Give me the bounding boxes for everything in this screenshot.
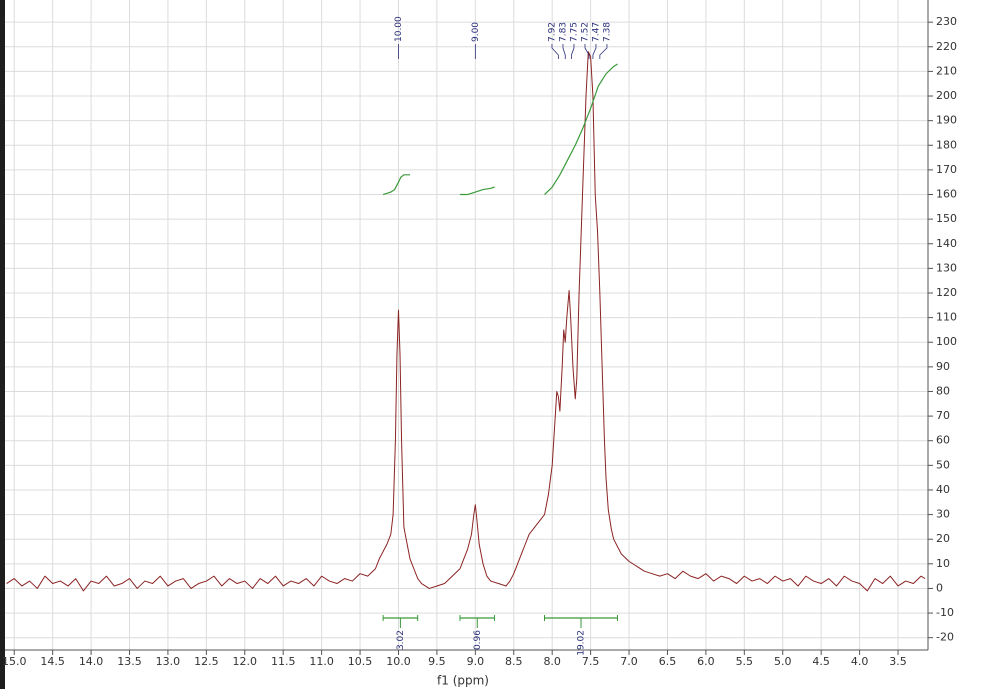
- y-tick-label: 30: [936, 508, 950, 521]
- x-tick-label: 8.5: [505, 655, 523, 668]
- y-tick-label: 200: [936, 89, 957, 102]
- x-tick-label: 14.5: [40, 655, 65, 668]
- y-tick-label: 20: [936, 532, 950, 545]
- integral-curve: [382, 174, 411, 196]
- y-tick-label: 150: [936, 212, 957, 225]
- x-tick-label: 12.0: [233, 655, 258, 668]
- x-tick-label: 9.5: [428, 655, 446, 668]
- y-tick-label: -10: [936, 606, 954, 619]
- y-tick-label: 220: [936, 40, 957, 53]
- x-tick-label: 5.0: [774, 655, 792, 668]
- y-tick-label: 130: [936, 261, 957, 274]
- y-tick-label: 10: [936, 557, 950, 570]
- peak-label: 7.75: [569, 22, 579, 42]
- peak-label: 10.00: [394, 16, 404, 42]
- y-tick-label: 60: [936, 434, 950, 447]
- y-tick-label: 40: [936, 483, 950, 496]
- x-tick-label: 10.5: [348, 655, 373, 668]
- x-tick-label: 4.0: [851, 655, 869, 668]
- peak-leader: [551, 44, 559, 59]
- y-tick-label: 100: [936, 335, 957, 348]
- x-tick-label: 7.5: [582, 655, 600, 668]
- x-tick-label: 10.0: [386, 655, 411, 668]
- integral-curve: [459, 186, 495, 196]
- x-tick-label: 13.5: [117, 655, 142, 668]
- integral-curve: [544, 63, 618, 195]
- y-tick-label: 180: [936, 138, 957, 151]
- peak-label: 9.00: [471, 22, 481, 42]
- peak-label: 7.83: [558, 22, 568, 42]
- spectrum-line: [6, 51, 926, 592]
- x-tick-label: 4.5: [812, 655, 830, 668]
- x-tick-label: 7.0: [620, 655, 638, 668]
- peak-leader: [599, 44, 608, 59]
- y-tick-label: 170: [936, 163, 957, 176]
- y-tick-label: -20: [936, 631, 954, 644]
- x-axis-label: f1 (ppm): [437, 674, 489, 688]
- y-tick-label: 120: [936, 286, 957, 299]
- left-edge: [0, 0, 5, 689]
- y-tick-label: 70: [936, 409, 950, 422]
- peak-leader: [592, 44, 597, 59]
- peak-label: 7.38: [602, 22, 612, 42]
- x-tick-label: 11.5: [271, 655, 296, 668]
- y-tick-label: 140: [936, 237, 957, 250]
- y-tick-label: 50: [936, 458, 950, 471]
- peak-leader: [571, 44, 575, 59]
- x-tick-label: 5.5: [736, 655, 754, 668]
- x-tick-label: 9.0: [467, 655, 485, 668]
- y-tick-label: 190: [936, 114, 957, 127]
- integral-label: 3.02: [396, 630, 406, 650]
- y-tick-label: 80: [936, 384, 950, 397]
- y-tick-label: 0: [936, 581, 943, 594]
- grid: [5, 0, 928, 650]
- x-tick-label: 14.0: [79, 655, 104, 668]
- x-tick-label: 8.0: [543, 655, 561, 668]
- x-tick-label: 12.5: [194, 655, 219, 668]
- y-tick-label: 210: [936, 64, 957, 77]
- y-tick-label: 110: [936, 311, 957, 324]
- peak-label: 7.92: [547, 22, 557, 42]
- integral-label: 19.02: [577, 630, 587, 656]
- x-tick-label: 13.0: [156, 655, 181, 668]
- y-tick-label: 230: [936, 15, 957, 28]
- x-tick-label: 6.5: [659, 655, 677, 668]
- peak-label: 7.52: [580, 22, 590, 42]
- peak-leader: [562, 44, 566, 59]
- x-tick-label: 6.0: [697, 655, 715, 668]
- x-tick-label: 3.5: [889, 655, 907, 668]
- x-tick-label: 15.0: [2, 655, 27, 668]
- integral-label: 0.96: [473, 630, 483, 650]
- x-tick-label: 11.0: [309, 655, 334, 668]
- y-tick-label: 160: [936, 188, 957, 201]
- peak-label: 7.47: [591, 22, 601, 42]
- peak-leader: [584, 44, 590, 59]
- y-tick-label: 90: [936, 360, 950, 373]
